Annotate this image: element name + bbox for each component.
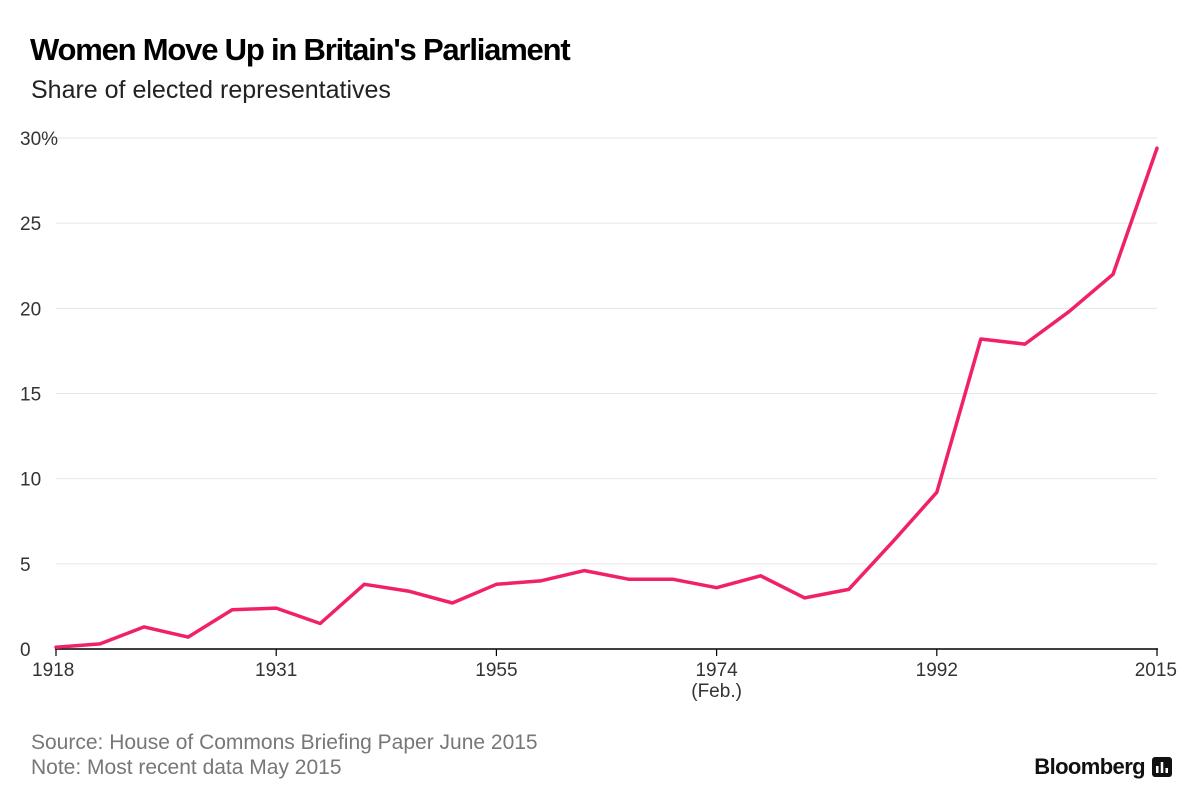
x-tick-label-1974: 1974 (695, 660, 738, 681)
data-point-1966 (627, 577, 631, 581)
data-point-1951 (450, 601, 454, 605)
data-point-1964 (582, 569, 586, 573)
data-note: Note: Most recent data May 2015 (31, 756, 342, 779)
x-tick-sublabel-1974: (Feb.) (691, 681, 742, 702)
y-axis-ticks: 0 5 10 15 20 25 30% (20, 129, 58, 661)
data-point-1929 (230, 608, 234, 612)
bloomberg-chart-icon (1152, 757, 1172, 777)
y-tick-label-5: 5 (20, 555, 31, 576)
series-line (54, 146, 1159, 650)
data-point-1983 (847, 587, 851, 591)
data-point-1974 (Feb.) (715, 586, 719, 590)
data-point-1959 (538, 579, 542, 583)
x-tick-label-1931: 1931 (255, 660, 297, 681)
y-tick-label-0: 0 (20, 640, 31, 661)
data-point-1924 (186, 635, 190, 639)
gridlines (55, 137, 1158, 650)
data-point-1950 (406, 589, 410, 593)
brand-name: Bloomberg (1034, 754, 1145, 779)
data-point-1918 (54, 645, 58, 649)
y-tick-label-30: 30% (20, 129, 58, 150)
x-tick-label-1918: 1918 (32, 660, 74, 681)
data-point-1923 (142, 625, 146, 629)
x-tick-label-2015: 2015 (1135, 660, 1177, 681)
data-point-1945 (362, 582, 366, 586)
x-tick-label-1955: 1955 (475, 660, 517, 681)
data-point-1970 (671, 577, 675, 581)
y-tick-label-15: 15 (20, 385, 41, 406)
chart-title: Women Move Up in Britain's Parliament (30, 32, 571, 67)
x-tick-label-1992: 1992 (916, 660, 958, 681)
data-point-1974 (Oct.) (759, 574, 763, 578)
chart-subtitle: Share of elected representatives (31, 76, 391, 104)
data-point-1922 (98, 642, 102, 646)
data-point-1935 (318, 621, 322, 625)
data-point-1955 (494, 582, 498, 586)
data-point-1931 (274, 606, 278, 610)
data-point-2001 (1023, 342, 1027, 346)
data-point-1979 (803, 596, 807, 600)
x-axis-ticks: 1918 1931 1955 1974(Feb.) 1992 2015 (32, 649, 1177, 702)
bloomberg-logo: Bloomberg (1034, 754, 1172, 780)
y-tick-label-25: 25 (20, 214, 41, 235)
data-point-2005 (1067, 310, 1071, 314)
data-point-2015 (1155, 146, 1159, 150)
y-tick-label-20: 20 (20, 299, 41, 320)
y-tick-label-10: 10 (20, 470, 41, 491)
source-note: Source: House of Commons Briefing Paper … (31, 731, 538, 754)
data-point-1992 (935, 490, 939, 494)
data-point-2010 (1111, 272, 1115, 276)
data-point-1997 (979, 337, 983, 341)
series-layer (54, 146, 1159, 650)
data-point-1987 (891, 540, 895, 544)
